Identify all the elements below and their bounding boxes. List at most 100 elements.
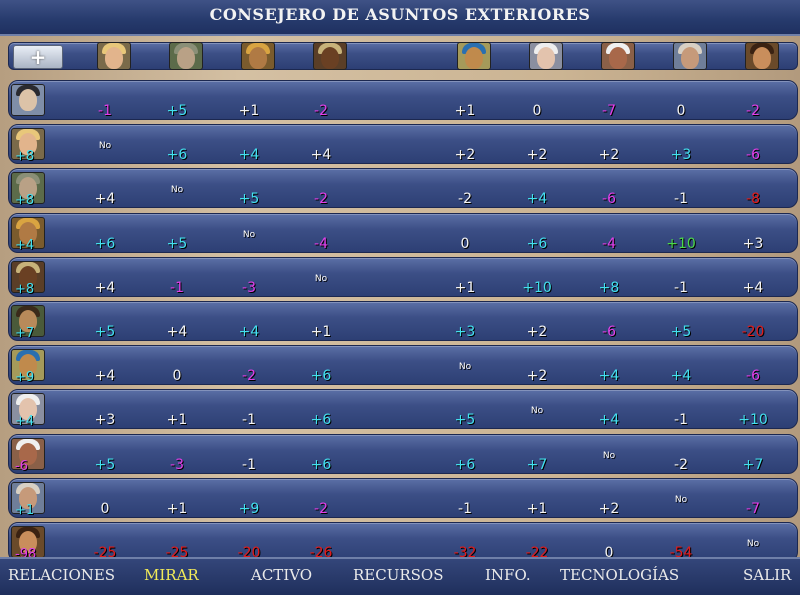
row-score: -6 <box>15 458 28 474</box>
leader-portrait-mujer-rubia[interactable] <box>11 128 45 161</box>
leader-portrait-reina-egipcia[interactable] <box>457 42 491 70</box>
leader-portrait-faraon[interactable] <box>241 42 275 70</box>
relation-value: +4 <box>94 368 116 385</box>
relation-value: +4 <box>94 279 116 296</box>
relation-row: -98 -25 -25 -20 -26 -32 -22 0 -54 No <box>8 522 798 562</box>
relation-row: +7 +5 +4 +4 +1 +3 +2 -6 +5 -20 <box>8 301 798 341</box>
portrait-face <box>19 133 37 156</box>
leader-portrait-jefe-nativo[interactable] <box>601 42 635 70</box>
relation-value: +3 <box>454 324 476 340</box>
portrait-face <box>19 398 37 421</box>
leader-portrait-guerrero-plumas[interactable] <box>169 42 203 70</box>
relation-value: +4 <box>598 368 620 385</box>
row-score: +8 <box>15 281 35 297</box>
leader-portrait-napoleon[interactable] <box>11 84 45 116</box>
portrait-face <box>321 47 339 69</box>
relation-value: +5 <box>238 191 260 208</box>
relation-value: -6 <box>602 324 616 340</box>
portrait-face <box>19 265 37 288</box>
relation-value: +3 <box>94 412 116 429</box>
nav-relaciones[interactable]: RELACIONES <box>8 566 116 584</box>
row-score: +7 <box>15 326 35 341</box>
relation-value: -2 <box>314 103 328 119</box>
leader-portrait-anciano-calvo[interactable] <box>529 42 563 70</box>
cell-no: No <box>314 273 328 284</box>
nav-tecnologias[interactable]: TECNOLOGÍAS <box>560 566 680 584</box>
relation-row: +8 +4 No +5 -2 -2 +4 -6 -1 -8 <box>8 168 798 209</box>
relation-value: +10 <box>522 279 552 296</box>
portrait-face <box>19 531 37 553</box>
nav-salir[interactable]: SALIR <box>743 566 792 584</box>
cell-no: No <box>530 406 544 417</box>
cell-no: No <box>98 141 112 152</box>
leader-portrait-jefe-africano[interactable] <box>11 260 45 293</box>
relation-value: -6 <box>746 368 760 385</box>
nav-recursos[interactable]: RECURSOS <box>353 566 444 584</box>
relation-value: -2 <box>314 500 328 517</box>
leader-portrait-guerrero-plumas[interactable] <box>11 172 45 205</box>
portrait-face <box>19 442 37 465</box>
relation-value: -6 <box>746 147 760 164</box>
relation-value: +4 <box>166 324 188 340</box>
nav-info[interactable]: INFO. <box>485 566 531 584</box>
leader-portrait-conquistador[interactable] <box>745 42 779 70</box>
relation-value: +2 <box>598 147 620 164</box>
relation-value: +4 <box>526 191 548 208</box>
relation-value: -20 <box>741 324 765 340</box>
relation-value: +1 <box>454 103 476 119</box>
relation-value: -2 <box>242 368 256 385</box>
window-title: CONSEJERO DE ASUNTOS EXTERIORES <box>209 5 591 24</box>
relation-value: +2 <box>454 147 476 164</box>
row-score: +8 <box>15 149 35 165</box>
portrait-face <box>19 354 37 377</box>
relation-value: -1 <box>242 456 256 473</box>
relation-value: +3 <box>670 147 692 164</box>
relation-value: +6 <box>310 456 332 473</box>
relation-value: -4 <box>314 235 328 252</box>
nav-mirar[interactable]: MIRAR <box>144 566 199 584</box>
portrait-face <box>537 47 555 69</box>
relation-value: +4 <box>310 147 332 164</box>
relation-value: +5 <box>94 324 116 340</box>
relation-value: -2 <box>674 456 688 473</box>
relation-row: +9 +4 0 -2 +6 No +2 +4 +4 -6 <box>8 345 798 386</box>
relation-value: +4 <box>94 191 116 208</box>
leader-portrait-jefe-nativo[interactable] <box>11 437 45 470</box>
relation-value: -1 <box>458 500 472 517</box>
relation-value: +6 <box>94 235 116 252</box>
leader-portrait-jefe-africano[interactable] <box>313 42 347 70</box>
leader-portrait-mujer-rubia[interactable] <box>97 42 131 70</box>
row-score: +8 <box>15 193 35 209</box>
relation-value: +10 <box>666 235 696 252</box>
relation-value: +1 <box>166 500 188 517</box>
portrait-face <box>19 486 37 509</box>
relation-value: +9 <box>238 500 260 517</box>
relation-value: 0 <box>460 235 470 252</box>
relation-value: -4 <box>602 235 616 252</box>
portrait-face <box>681 47 699 69</box>
leader-portrait-faraon[interactable] <box>11 216 45 249</box>
row-score: +9 <box>15 370 35 386</box>
portrait-face <box>19 310 37 332</box>
leader-portrait-anciano-calvo[interactable] <box>11 393 45 426</box>
relation-value: +3 <box>742 235 764 252</box>
relation-value: +1 <box>166 412 188 429</box>
row-score: +4 <box>15 237 35 253</box>
relation-value: 0 <box>676 103 686 119</box>
leader-portrait-gandhi[interactable] <box>673 42 707 70</box>
leader-portrait-gandhi[interactable] <box>11 481 45 514</box>
relation-value: 0 <box>172 368 182 385</box>
relation-value: -7 <box>602 103 616 119</box>
relation-value: -6 <box>602 191 616 208</box>
relation-value: -1 <box>674 191 688 208</box>
portrait-face <box>19 177 37 200</box>
leader-portrait-conquistador[interactable] <box>11 526 45 558</box>
relation-value: +7 <box>742 456 764 473</box>
nav-activo[interactable]: ACTIVO <box>251 566 313 584</box>
portrait-face <box>177 47 195 69</box>
relation-value: +5 <box>94 456 116 473</box>
add-button[interactable]: + <box>13 45 63 69</box>
relation-value: -1 <box>242 412 256 429</box>
leader-portrait-guerrero-barbudo[interactable] <box>11 305 45 337</box>
leader-portrait-reina-egipcia[interactable] <box>11 349 45 382</box>
